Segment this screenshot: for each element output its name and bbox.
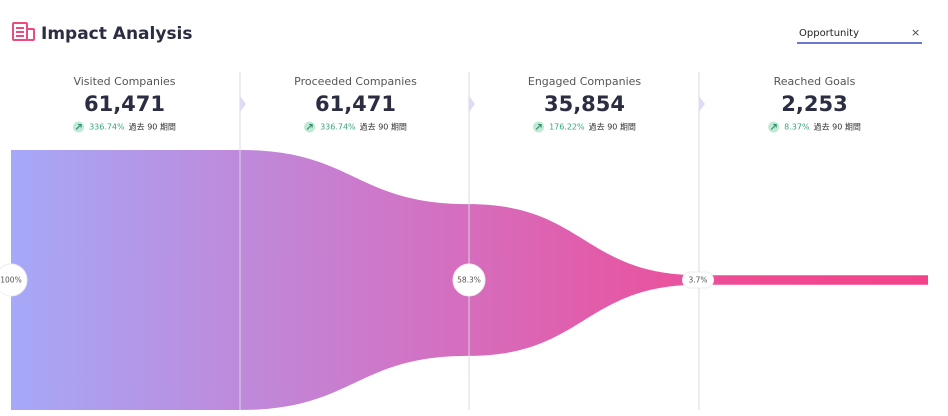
change-period: 過去 90 期間 [360,122,407,132]
stage-value: 35,854 [544,92,625,116]
header-icon [12,22,35,41]
trend-arrow [306,123,313,130]
stage-change: 176.22% 過去 90 期間 [533,121,636,133]
share-label: 3.7% [688,276,707,285]
clear-button[interactable]: × [911,26,920,39]
stage-value: 61,471 [315,92,396,116]
trend-arrow [770,123,777,130]
share-label: 58.3% [457,276,481,285]
divider-chevron [699,96,705,112]
stage-name: Engaged Companies [528,75,642,88]
stage-change: 8.37% 過去 90 期間 [768,121,861,133]
stage-name: Proceeded Companies [294,75,417,88]
share-label: 100% [0,276,21,285]
stage-change: 336.74% 過去 90 期間 [73,121,176,133]
change-period: 過去 90 期間 [589,122,636,132]
title: Impact Analysis [41,24,193,44]
stage-change: 336.74% 過去 90 期間 [304,121,407,133]
stage-value: 2,253 [781,92,847,116]
change-value: 336.74% [320,123,356,132]
change-value: 8.37% [784,123,810,132]
trend-arrow [535,123,542,130]
change-period: 過去 90 期間 [814,122,861,132]
divider-chevron [240,96,246,112]
trend-arrow [75,123,82,130]
change-value: 176.22% [549,123,585,132]
change-period: 過去 90 期間 [129,122,176,132]
search-input[interactable]: Opportunity [799,28,859,39]
share-badge [452,263,486,297]
stage-name: Reached Goals [774,75,856,88]
change-value: 336.74% [89,123,125,132]
divider-chevron [469,96,475,112]
share-badge [0,263,28,297]
share-badge [681,271,715,289]
stage-value: 61,471 [84,92,165,116]
stage-name: Visited Companies [73,75,175,88]
